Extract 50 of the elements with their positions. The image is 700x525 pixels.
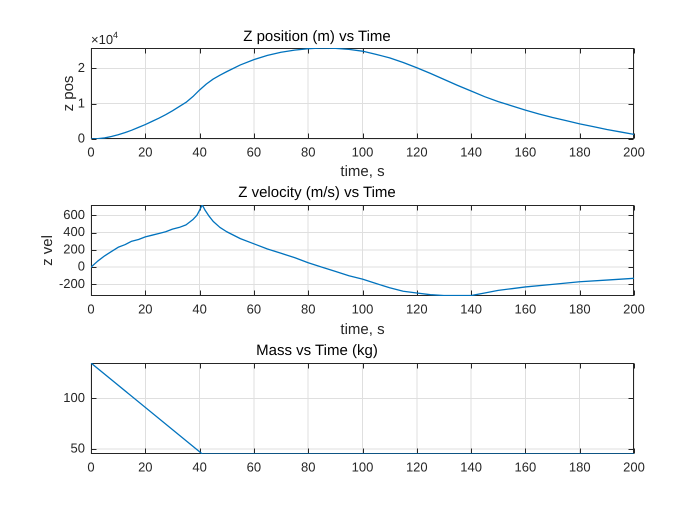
y-tick-label: 200 (63, 241, 85, 256)
chart-title: Z velocity (m/s) vs Time (238, 184, 396, 202)
x-tick-label: 80 (300, 301, 316, 316)
x-tick-label: 200 (623, 301, 645, 316)
y-tick-label: 2 (78, 60, 85, 76)
x-tick-label: 180 (568, 144, 591, 160)
y-tick-label: 100 (63, 390, 85, 405)
x-tick-label: 180 (568, 459, 591, 474)
y-tick-label: 600 (63, 206, 85, 222)
x-tick-label: 100 (352, 301, 374, 316)
x-tick-label: 100 (352, 459, 374, 474)
x-tick-label: 100 (352, 144, 374, 160)
chart-title: Z position (m) vs Time (243, 28, 391, 46)
y-tick-label: 0 (78, 130, 85, 146)
x-tick-label: 40 (192, 459, 207, 474)
x-tick-label: 80 (300, 144, 316, 160)
x-tick-label: 60 (246, 301, 262, 316)
x-tick-label: 20 (138, 144, 153, 160)
x-tick-label: 140 (460, 301, 482, 316)
y-axis-title: z vel (39, 235, 56, 266)
x-tick-label: 20 (138, 459, 153, 474)
x-tick-label: 120 (406, 301, 428, 316)
y-tick-label: 1 (78, 95, 85, 110)
x-tick-label: 0 (87, 301, 95, 316)
x-axis-title: time, s (340, 163, 385, 180)
x-tick-label: 0 (87, 459, 95, 474)
x-tick-label: 40 (192, 144, 207, 160)
x-tick-label: 160 (514, 459, 536, 474)
x-tick-label: 160 (514, 144, 536, 160)
x-tick-label: 140 (460, 144, 482, 160)
y-tick-label: 50 (70, 440, 85, 456)
x-tick-label: 160 (514, 301, 536, 316)
y-axis-title: z pos (60, 76, 78, 112)
y-tick-label: 0 (78, 258, 85, 274)
x-tick-label: 80 (300, 459, 316, 474)
x-axis-title: time, s (340, 321, 385, 338)
y-tick-label: -200 (58, 276, 85, 291)
x-tick-label: 120 (406, 144, 428, 160)
x-tick-label: 200 (623, 144, 645, 160)
x-tick-label: 60 (246, 459, 262, 474)
x-tick-label: 200 (623, 459, 645, 474)
x-tick-label: 0 (87, 144, 95, 160)
x-tick-label: 120 (406, 459, 428, 474)
y-tick-label: 400 (63, 224, 85, 240)
x-tick-label: 20 (138, 301, 153, 316)
x-tick-label: 40 (192, 301, 207, 316)
x-tick-label: 180 (568, 301, 591, 316)
chart-title: Mass vs Time (kg) (256, 342, 378, 360)
x-tick-label: 140 (460, 459, 482, 474)
x-tick-label: 60 (246, 144, 262, 160)
